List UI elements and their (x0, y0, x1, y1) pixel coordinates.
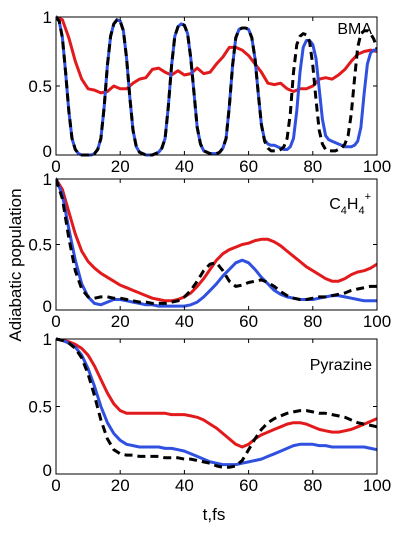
panel-pyrazine: 0 20 40 60 80 100 0 0.5 1 Pyrazine (28, 330, 391, 495)
x-tick-label: 80 (303, 312, 322, 331)
x-tick-label: 20 (111, 157, 130, 176)
x-tick-label: 40 (175, 157, 194, 176)
red-curve (56, 15, 377, 95)
title-part: H (347, 196, 359, 213)
y-tick-label: 0.5 (28, 77, 52, 96)
plot-frame (55, 16, 378, 156)
x-tick-label: 60 (239, 476, 258, 495)
y-tick-label: 1 (43, 330, 52, 349)
x-tick-label: 0 (51, 157, 60, 176)
series-group (56, 337, 377, 469)
x-tick-label: 20 (111, 476, 130, 495)
x-tick-label: 40 (175, 312, 194, 331)
panel-bma: 0 20 40 60 80 100 0 0.5 1 BMA (28, 8, 391, 176)
black-dashed-curve (56, 178, 377, 305)
x-tick-label: 40 (175, 476, 194, 495)
series-group (56, 15, 377, 157)
title-part: 4 (358, 205, 364, 217)
panel-title: Pyrazine (310, 357, 372, 374)
y-tick-label: 0 (43, 297, 52, 316)
series-group (56, 177, 377, 308)
black-dashed-curve (56, 337, 377, 469)
red-curve (56, 177, 377, 303)
x-tick-label: 80 (303, 476, 322, 495)
y-tick-label: 0.5 (28, 236, 52, 255)
x-tick-label: 60 (239, 157, 258, 176)
x-tick-label: 100 (363, 312, 391, 331)
y-tick-label: 0.5 (28, 398, 52, 417)
title-part: 4 (341, 205, 347, 217)
x-tick-label: 100 (363, 476, 391, 495)
black-dashed-curve (56, 16, 377, 157)
x-axis-label: t,fs (203, 505, 226, 524)
x-tick-label: 60 (239, 312, 258, 331)
y-axis-label: Adiabatic population (6, 188, 25, 341)
title-part: + (365, 191, 371, 203)
y-tick-label: 1 (43, 8, 52, 27)
y-tick-label: 1 (43, 170, 52, 189)
title-part: C (329, 196, 341, 213)
blue-curve (56, 15, 377, 157)
x-tick-label: 0 (51, 476, 60, 495)
x-tick-label: 0 (51, 312, 60, 331)
x-tick-label: 100 (363, 157, 391, 176)
panel-title: BMA (337, 21, 372, 38)
x-tick-label: 20 (111, 312, 130, 331)
x-tick-label: 80 (303, 157, 322, 176)
y-tick-label: 0 (43, 461, 52, 480)
y-tick-label: 0 (43, 142, 52, 161)
blue-curve (56, 337, 377, 467)
panel-title: C4H4+ (329, 191, 371, 217)
red-curve (56, 337, 377, 449)
